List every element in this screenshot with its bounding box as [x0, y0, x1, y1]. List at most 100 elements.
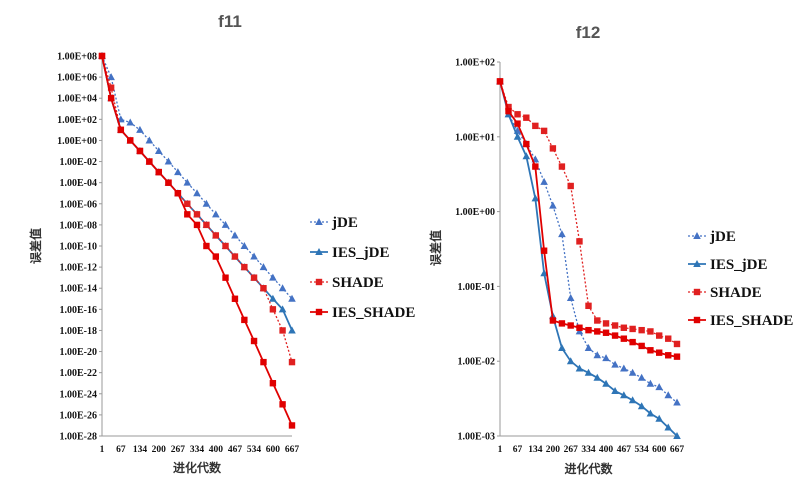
y-tick-label: 1.00E+08	[57, 52, 97, 63]
x-tick-label: 67	[116, 445, 126, 455]
data-point-marker	[585, 302, 592, 310]
data-point-marker	[212, 210, 220, 218]
data-point-marker	[673, 353, 681, 360]
data-point-marker	[558, 344, 566, 352]
y-tick-label: 1.00E-12	[60, 263, 98, 274]
y-tick-label: 1.00E-02	[458, 357, 496, 368]
data-point-marker	[193, 221, 201, 229]
data-point-marker	[540, 269, 548, 277]
data-point-marker	[567, 322, 574, 329]
data-point-marker	[638, 342, 645, 350]
data-point-marker	[279, 401, 286, 408]
data-point-marker	[620, 324, 628, 331]
data-point-marker	[183, 178, 192, 186]
x-tick-label: 667	[670, 445, 685, 455]
data-point-marker	[174, 168, 182, 176]
data-point-marker	[646, 379, 655, 387]
data-point-marker	[505, 103, 512, 111]
data-point-marker	[655, 332, 663, 339]
data-point-marker	[532, 163, 539, 170]
data-point-marker	[540, 247, 548, 254]
y-tick-label: 1.00E+02	[455, 58, 495, 69]
data-point-marker	[628, 368, 637, 376]
data-point-marker	[269, 294, 277, 302]
data-point-marker	[505, 107, 512, 115]
y-axis-label: 误差值	[28, 228, 43, 264]
data-point-marker	[107, 73, 115, 81]
y-tick-label: 1.00E-04	[60, 178, 98, 189]
y-tick-label: 1.00E+06	[57, 73, 97, 84]
legend-entry: SHADE	[688, 285, 762, 301]
x-axis-label: 进化代数	[564, 461, 613, 476]
data-point-marker	[250, 252, 258, 260]
data-point-marker	[126, 118, 135, 126]
data-point-marker	[637, 402, 646, 410]
chart-title: f11	[218, 12, 242, 31]
legend-entry: IES_SHADE	[688, 313, 793, 329]
data-point-marker	[250, 337, 258, 345]
data-point-marker	[136, 147, 144, 155]
data-point-marker	[549, 201, 557, 209]
data-point-marker	[146, 158, 153, 165]
data-point-marker	[602, 354, 610, 362]
data-point-marker	[558, 230, 566, 238]
x-tick-label: 200	[546, 445, 561, 455]
data-point-marker	[154, 147, 163, 154]
data-point-marker	[250, 274, 258, 281]
legend-label: IES_jDE	[332, 245, 390, 261]
data-point-marker	[558, 320, 566, 327]
data-point-marker	[655, 414, 663, 422]
y-tick-label: 1.00E-28	[60, 432, 98, 443]
x-tick-label: 67	[513, 445, 523, 455]
x-tick-label: 467	[617, 445, 632, 455]
series-line	[101, 55, 293, 300]
data-point-marker	[655, 383, 663, 391]
data-point-marker	[594, 317, 601, 324]
x-tick-label: 267	[564, 445, 579, 455]
data-point-marker	[241, 316, 248, 324]
y-tick-label: 1.00E-03	[458, 432, 496, 443]
data-point-marker	[212, 253, 220, 260]
data-point-marker	[693, 232, 701, 239]
data-point-marker	[514, 120, 521, 127]
data-point-marker	[664, 391, 673, 399]
data-point-marker	[540, 177, 548, 185]
data-point-marker	[665, 335, 672, 342]
data-point-marker	[278, 305, 287, 313]
y-tick-label: 1.00E-22	[60, 368, 98, 379]
data-point-marker	[611, 386, 619, 394]
y-tick-label: 1.00E-10	[60, 242, 98, 253]
data-point-marker	[203, 221, 210, 229]
data-point-marker	[584, 344, 593, 352]
data-point-marker	[611, 360, 619, 368]
legend-label: jDE	[331, 215, 358, 231]
x-tick-label: 534	[247, 445, 262, 455]
data-point-marker	[593, 373, 602, 381]
data-point-marker	[540, 127, 548, 135]
x-tick-label: 134	[528, 445, 543, 455]
data-point-marker	[222, 274, 229, 281]
data-point-marker	[221, 220, 230, 228]
data-point-marker	[269, 273, 277, 281]
data-point-marker	[231, 253, 239, 260]
data-point-marker	[558, 163, 566, 170]
y-tick-label: 1.00E-20	[60, 347, 98, 358]
data-point-marker	[174, 190, 182, 197]
data-point-marker	[576, 238, 583, 245]
legend-entry: SHADE	[310, 275, 384, 291]
x-tick-label: 667	[285, 445, 300, 455]
data-point-marker	[594, 328, 601, 335]
data-point-marker	[585, 326, 592, 334]
data-point-marker	[145, 136, 154, 144]
data-point-marker	[315, 278, 323, 286]
y-tick-label: 1.00E-01	[458, 282, 496, 293]
y-tick-label: 1.00E-18	[60, 326, 98, 337]
y-tick-label: 1.00E-24	[60, 389, 98, 400]
data-point-marker	[203, 242, 210, 250]
data-point-marker	[620, 364, 628, 372]
data-point-marker	[514, 111, 521, 118]
data-point-marker	[117, 115, 125, 123]
data-point-marker	[549, 145, 557, 152]
y-tick-label: 1.00E-26	[60, 410, 98, 421]
series-IES_jDE	[496, 77, 681, 439]
